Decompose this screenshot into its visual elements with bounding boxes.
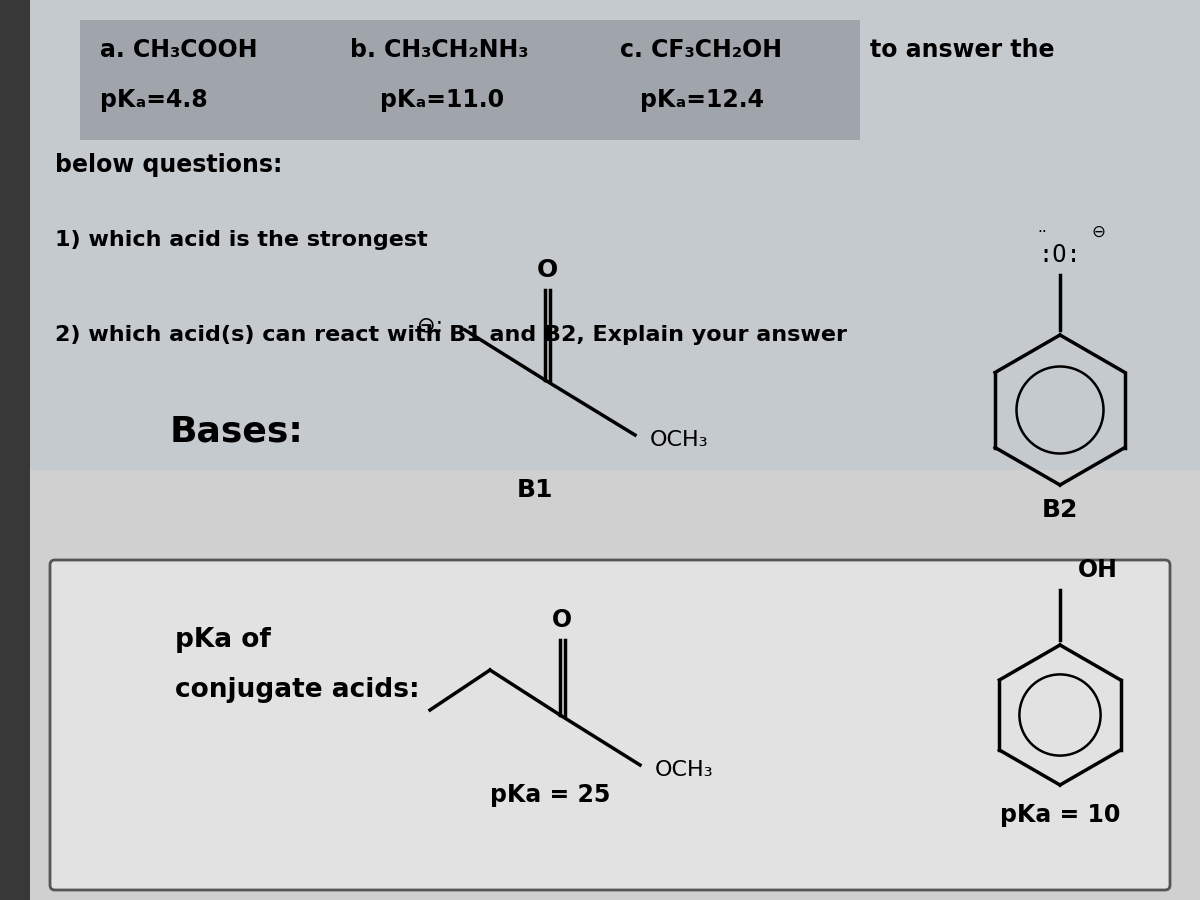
Text: 2) which acid(s) can react with B1 and B2, Explain your answer: 2) which acid(s) can react with B1 and B… <box>55 325 847 345</box>
FancyBboxPatch shape <box>30 0 1200 470</box>
Text: a. CH₃COOH: a. CH₃COOH <box>100 38 258 62</box>
Text: B1: B1 <box>517 478 553 502</box>
Text: below questions:: below questions: <box>55 153 282 177</box>
Text: conjugate acids:: conjugate acids: <box>175 677 420 703</box>
Text: to answer the: to answer the <box>870 38 1055 62</box>
Text: ⊖:: ⊖: <box>416 315 443 335</box>
Text: Bases:: Bases: <box>170 415 304 449</box>
Text: B2: B2 <box>1042 498 1078 522</box>
FancyBboxPatch shape <box>0 0 30 900</box>
Text: pKₐ=4.8: pKₐ=4.8 <box>100 88 208 112</box>
Text: pKa = 10: pKa = 10 <box>1000 803 1120 827</box>
Text: :O:: :O: <box>1039 243 1081 267</box>
Text: ⊖: ⊖ <box>1091 223 1105 241</box>
Text: O: O <box>552 608 572 632</box>
Text: OCH₃: OCH₃ <box>655 760 714 780</box>
FancyBboxPatch shape <box>80 20 860 140</box>
FancyBboxPatch shape <box>30 470 1200 900</box>
Text: 1) which acid is the strongest: 1) which acid is the strongest <box>55 230 427 250</box>
Text: OH: OH <box>1078 558 1118 582</box>
FancyBboxPatch shape <box>50 560 1170 890</box>
Text: pKa = 25: pKa = 25 <box>490 783 610 807</box>
Text: ··: ·· <box>1037 224 1046 239</box>
Text: pKₐ=11.0: pKₐ=11.0 <box>380 88 504 112</box>
Text: pKa of: pKa of <box>175 627 271 653</box>
Text: b. CH₃CH₂NH₃: b. CH₃CH₂NH₃ <box>350 38 528 62</box>
Text: c. CF₃CH₂OH: c. CF₃CH₂OH <box>620 38 782 62</box>
Text: OCH₃: OCH₃ <box>650 430 709 450</box>
Text: pKₐ=12.4: pKₐ=12.4 <box>640 88 764 112</box>
Text: O: O <box>536 258 558 282</box>
